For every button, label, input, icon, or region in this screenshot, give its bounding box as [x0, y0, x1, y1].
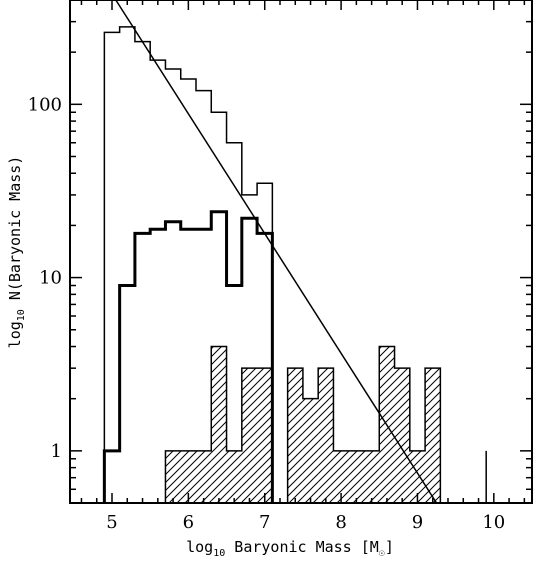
hatched-bar — [318, 368, 334, 503]
hatched-histogram-outline — [164, 345, 487, 503]
x-axis-label: log10 Baryonic Mass [M☉] — [186, 538, 394, 559]
hatched-bar — [394, 368, 410, 503]
x-axis-label-prefix-sub: 10 — [213, 548, 225, 559]
x-axis-label-main: Baryonic Mass — [234, 538, 351, 556]
plot-area — [102, 0, 487, 503]
hatched-bar — [425, 368, 441, 503]
plot-frame — [69, 0, 533, 504]
hatched-bar — [180, 450, 196, 503]
y-tick-label: 1 — [51, 441, 62, 462]
hatched-bar — [257, 368, 273, 503]
axis-ticks — [70, 0, 532, 504]
y-tick-label: 10 — [39, 268, 62, 289]
fit-line — [115, 0, 438, 503]
hatched-bar — [348, 450, 364, 503]
hatched-bar — [241, 368, 258, 503]
tick-labels: 5 6 7 8 9 10 1 10 100 — [28, 94, 506, 533]
hatched-bar — [333, 450, 349, 503]
x-axis-label-prefix: log — [186, 538, 213, 556]
hatched-bar — [302, 398, 319, 503]
x-axis-label-unit: M — [370, 538, 379, 556]
hatched-bar — [409, 450, 426, 503]
x-tick-label: 7 — [259, 512, 270, 533]
x-tick-label: 6 — [183, 512, 194, 533]
y-tick-label: 100 — [28, 94, 62, 115]
thick-histogram-outline — [102, 210, 274, 503]
x-tick-label: 10 — [482, 512, 505, 533]
hatched-bar — [364, 450, 380, 503]
hatched-bar — [211, 346, 227, 503]
x-tick-label: 5 — [106, 512, 117, 533]
hatched-bar — [165, 450, 181, 503]
y-axis-label-main: N(Baryonic Mass) — [6, 156, 24, 301]
hatched-bar — [226, 450, 242, 503]
y-axis-label-prefix-sub: 10 — [16, 309, 27, 321]
x-tick-label: 8 — [335, 512, 346, 533]
y-axis-label: log10 N(Baryonic Mass) — [6, 156, 27, 349]
x-axis-label-unit-sub: ☉ — [379, 548, 385, 559]
y-axis-label-prefix: log — [6, 321, 24, 348]
x-tick-label: 9 — [412, 512, 423, 533]
hatched-bar — [287, 368, 303, 503]
hatched-bar — [196, 450, 212, 503]
